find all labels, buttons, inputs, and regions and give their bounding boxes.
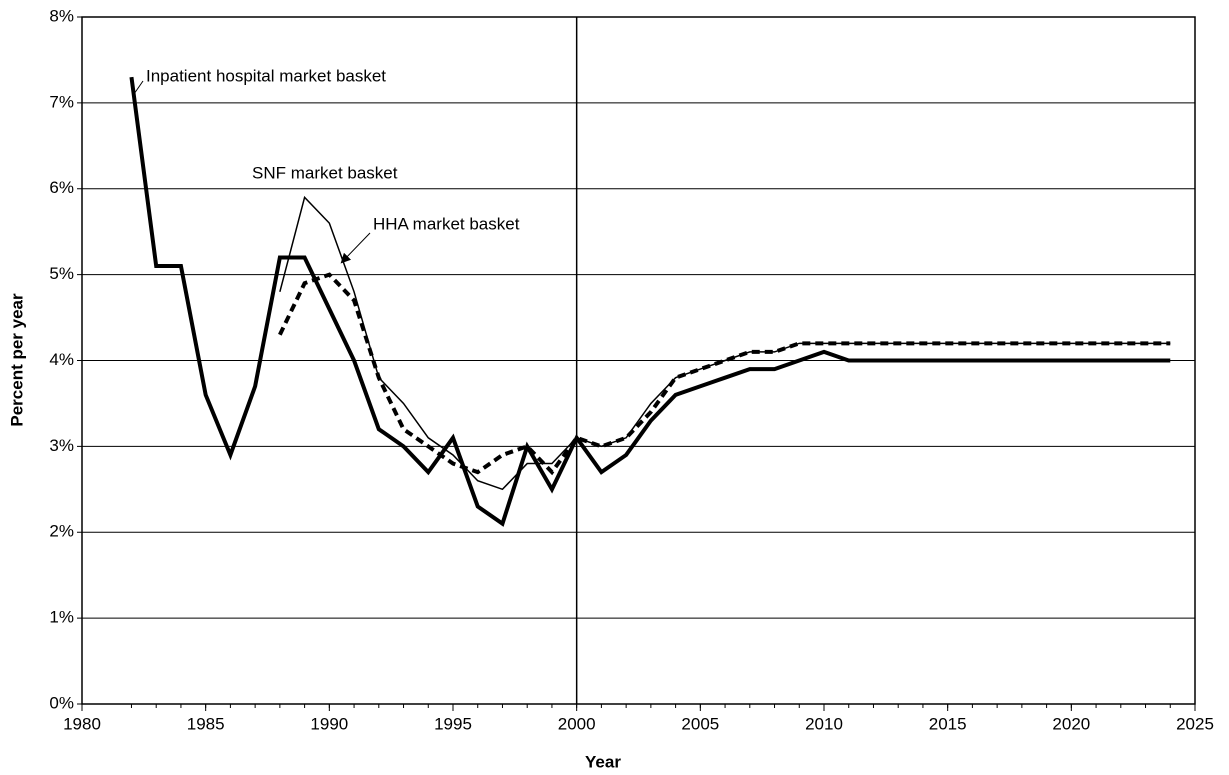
x-tick-label: 2020	[1052, 714, 1090, 733]
series-line	[279, 195, 1171, 491]
y-tick-label: 2%	[49, 522, 74, 541]
y-tick-label: 8%	[49, 6, 74, 25]
x-tick-label: 2010	[805, 714, 843, 733]
x-tick-label: 2000	[558, 714, 596, 733]
x-tick-label: 1990	[310, 714, 348, 733]
y-axis-label: Percent per year	[7, 293, 26, 427]
y-tick-label: 6%	[49, 178, 74, 197]
x-tick-label: 2025	[1176, 714, 1214, 733]
x-tick-label: 2005	[681, 714, 719, 733]
x-tick-label: 1995	[434, 714, 472, 733]
plot-frame	[81, 16, 1196, 705]
x-axis-label: Year	[585, 752, 621, 771]
y-tick-label: 3%	[49, 436, 74, 455]
x-tick-label: 1980	[63, 714, 101, 733]
x-tick-label: 2015	[929, 714, 967, 733]
series-label: Inpatient hospital market basket	[146, 66, 386, 85]
series-line	[129, 76, 1171, 527]
leader-line	[133, 80, 144, 95]
series-label: HHA market basket	[373, 214, 520, 233]
y-tick-label: 5%	[49, 264, 74, 283]
y-tick-label: 0%	[49, 693, 74, 712]
y-tick-label: 1%	[49, 608, 74, 627]
y-tick-label: 4%	[49, 350, 74, 369]
series-line	[278, 272, 1171, 476]
y-tick-label: 7%	[49, 92, 74, 111]
leader-line	[340, 232, 371, 264]
x-tick-label: 1985	[187, 714, 225, 733]
series-label: SNF market basket	[252, 163, 398, 182]
